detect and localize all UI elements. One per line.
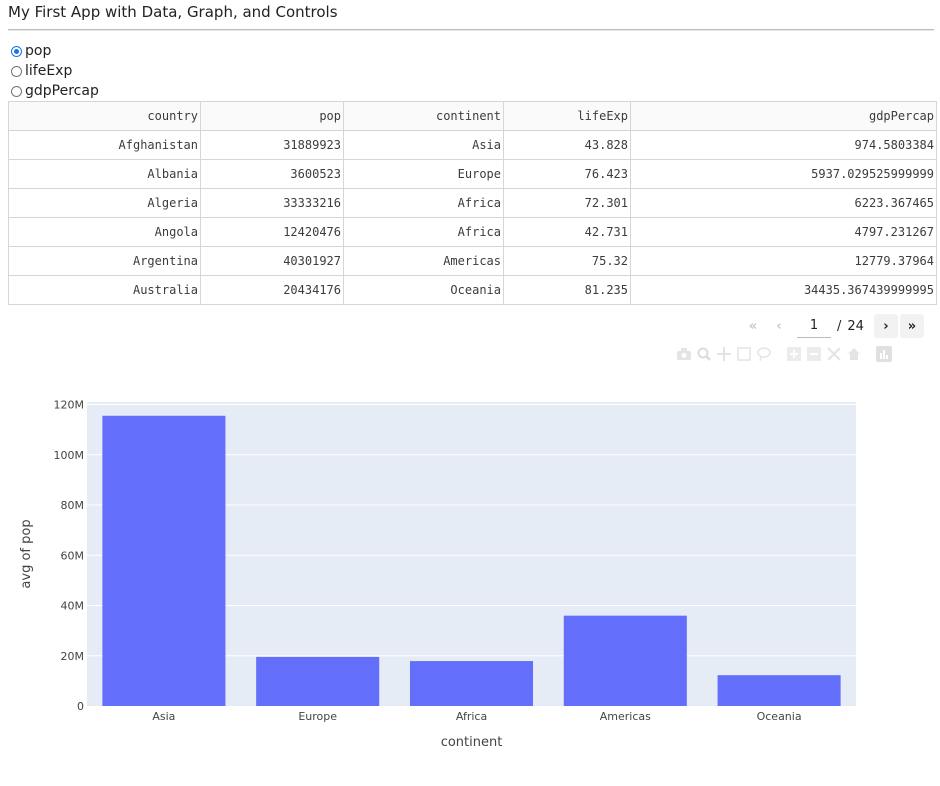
table-cell[interactable]: 20434176: [200, 275, 344, 305]
table-cell[interactable]: Afghanistan: [8, 130, 201, 160]
table-cell[interactable]: Americas: [343, 246, 504, 276]
table-cell[interactable]: 12779.37964: [630, 246, 937, 276]
table-cell[interactable]: 12420476: [200, 217, 344, 247]
table-cell[interactable]: 40301927: [200, 246, 344, 276]
total-pages: 24: [847, 318, 864, 334]
bar-oceania[interactable]: [717, 675, 841, 706]
table-row: Afghanistan 31889923 Asia 43.828 974.580…: [8, 130, 937, 160]
page-title: My First App with Data, Graph, and Contr…: [8, 3, 338, 21]
double-chevron-right-icon: »: [907, 318, 917, 334]
avg-pop-bar-chart: 0 20M 40M 60M 80M 100M 120M Asia Europe Africa Ame…: [19, 399, 856, 750]
table-cell[interactable]: 33333216: [200, 188, 344, 218]
table-row: Algeria 33333216 Africa 72.301 6223.3674…: [8, 188, 937, 218]
table-cell[interactable]: 4797.231267: [630, 217, 937, 247]
table-header-row: country pop continent lifeExp gdpPercap: [8, 101, 937, 131]
table-cell[interactable]: Australia: [8, 275, 201, 305]
plotly-logo-icon[interactable]: [876, 346, 892, 362]
pan-icon[interactable]: [716, 346, 732, 362]
table-cell[interactable]: 31889923: [200, 130, 344, 160]
radio-button-lifeexp[interactable]: [11, 65, 22, 77]
radio-button-pop[interactable]: [11, 45, 22, 57]
table-cell[interactable]: Africa: [343, 188, 504, 218]
radio-button-gdppercap[interactable]: [11, 85, 22, 97]
table-cell[interactable]: 72.301: [503, 188, 631, 218]
column-header-gdppercap[interactable]: gdpPercap: [630, 101, 937, 131]
table-cell[interactable]: 75.32: [503, 246, 631, 276]
table-cell[interactable]: 974.5803384: [630, 130, 937, 160]
metric-radio-group: pop lifeExp gdpPercap: [11, 41, 99, 101]
table-cell[interactable]: Albania: [8, 159, 201, 189]
last-page-button[interactable]: »: [899, 314, 924, 338]
y-tick-label: 80M: [61, 499, 85, 512]
zoom-out-icon[interactable]: [806, 346, 822, 362]
x-tick-label: Africa: [456, 710, 487, 723]
camera-icon[interactable]: [676, 346, 692, 362]
y-tick-label: 0: [77, 700, 84, 713]
radio-label-pop: pop: [25, 43, 52, 59]
x-tick-label: Asia: [152, 710, 175, 723]
bar-americas[interactable]: [563, 615, 687, 706]
column-header-lifeexp[interactable]: lifeExp: [503, 101, 631, 131]
table-cell[interactable]: Algeria: [8, 188, 201, 218]
zoom-icon[interactable]: [696, 346, 712, 362]
y-tick-label: 60M: [61, 549, 85, 562]
reset-axes-icon[interactable]: [846, 346, 862, 362]
zoom-in-icon[interactable]: [786, 346, 802, 362]
chevron-left-icon: ‹: [776, 318, 782, 334]
y-tick-label: 40M: [61, 600, 85, 613]
radio-option-pop[interactable]: pop: [11, 41, 99, 61]
data-table: country pop continent lifeExp gdpPercap …: [8, 101, 937, 305]
table-cell[interactable]: Angola: [8, 217, 201, 247]
radio-label-gdppercap: gdpPercap: [25, 83, 99, 99]
previous-page-button[interactable]: ‹: [767, 314, 791, 338]
table-row: Albania 3600523 Europe 76.423 5937.02952…: [8, 159, 937, 189]
table-cell[interactable]: Africa: [343, 217, 504, 247]
y-tick-label: 20M: [61, 650, 85, 663]
table-row: Argentina 40301927 Americas 75.32 12779.…: [8, 246, 937, 276]
table-row: Australia 20434176 Oceania 81.235 34435.…: [8, 275, 937, 305]
column-header-pop[interactable]: pop: [200, 101, 344, 131]
y-axis-title: avg of pop: [19, 519, 34, 588]
table-cell[interactable]: 5937.029525999999: [630, 159, 937, 189]
table-cell[interactable]: 43.828: [503, 130, 631, 160]
radio-option-lifeexp[interactable]: lifeExp: [11, 61, 99, 81]
radio-option-gdppercap[interactable]: gdpPercap: [11, 81, 99, 101]
radio-label-lifeexp: lifeExp: [25, 63, 73, 79]
chart-modebar: [676, 346, 896, 362]
y-tick-label: 100M: [54, 449, 85, 462]
current-page-input[interactable]: [797, 314, 831, 338]
table-cell[interactable]: Europe: [343, 159, 504, 189]
column-header-country[interactable]: country: [8, 101, 201, 131]
table-row: Angola 12420476 Africa 42.731 4797.23126…: [8, 217, 937, 247]
table-cell[interactable]: 6223.367465: [630, 188, 937, 218]
next-page-button[interactable]: ›: [873, 314, 898, 338]
table-cell[interactable]: Oceania: [343, 275, 504, 305]
autoscale-icon[interactable]: [826, 346, 842, 362]
table-cell[interactable]: 42.731: [503, 217, 631, 247]
first-page-button[interactable]: «: [741, 314, 765, 338]
x-tick-label: Oceania: [757, 710, 802, 723]
bar-europe[interactable]: [256, 656, 380, 706]
x-tick-label: Americas: [600, 710, 651, 723]
table-cell[interactable]: Asia: [343, 130, 504, 160]
y-tick-label: 120M: [54, 399, 85, 412]
title-divider: [8, 29, 934, 31]
bar-africa[interactable]: [409, 661, 534, 706]
table-cell[interactable]: Argentina: [8, 246, 201, 276]
table-cell[interactable]: 3600523: [200, 159, 344, 189]
lasso-select-icon[interactable]: [756, 346, 772, 362]
table-cell[interactable]: 34435.367439999995: [630, 275, 937, 305]
column-header-continent[interactable]: continent: [343, 101, 504, 131]
pagination: « ‹ / 24 › »: [741, 313, 926, 339]
page-separator: /: [837, 318, 842, 334]
bar-asia[interactable]: [102, 415, 226, 706]
chevron-right-icon: ›: [883, 318, 889, 334]
table-cell[interactable]: 76.423: [503, 159, 631, 189]
box-select-icon[interactable]: [736, 346, 752, 362]
x-tick-label: Europe: [298, 710, 337, 723]
x-axis-title: continent: [441, 735, 503, 750]
table-cell[interactable]: 81.235: [503, 275, 631, 305]
double-chevron-left-icon: «: [748, 318, 758, 334]
